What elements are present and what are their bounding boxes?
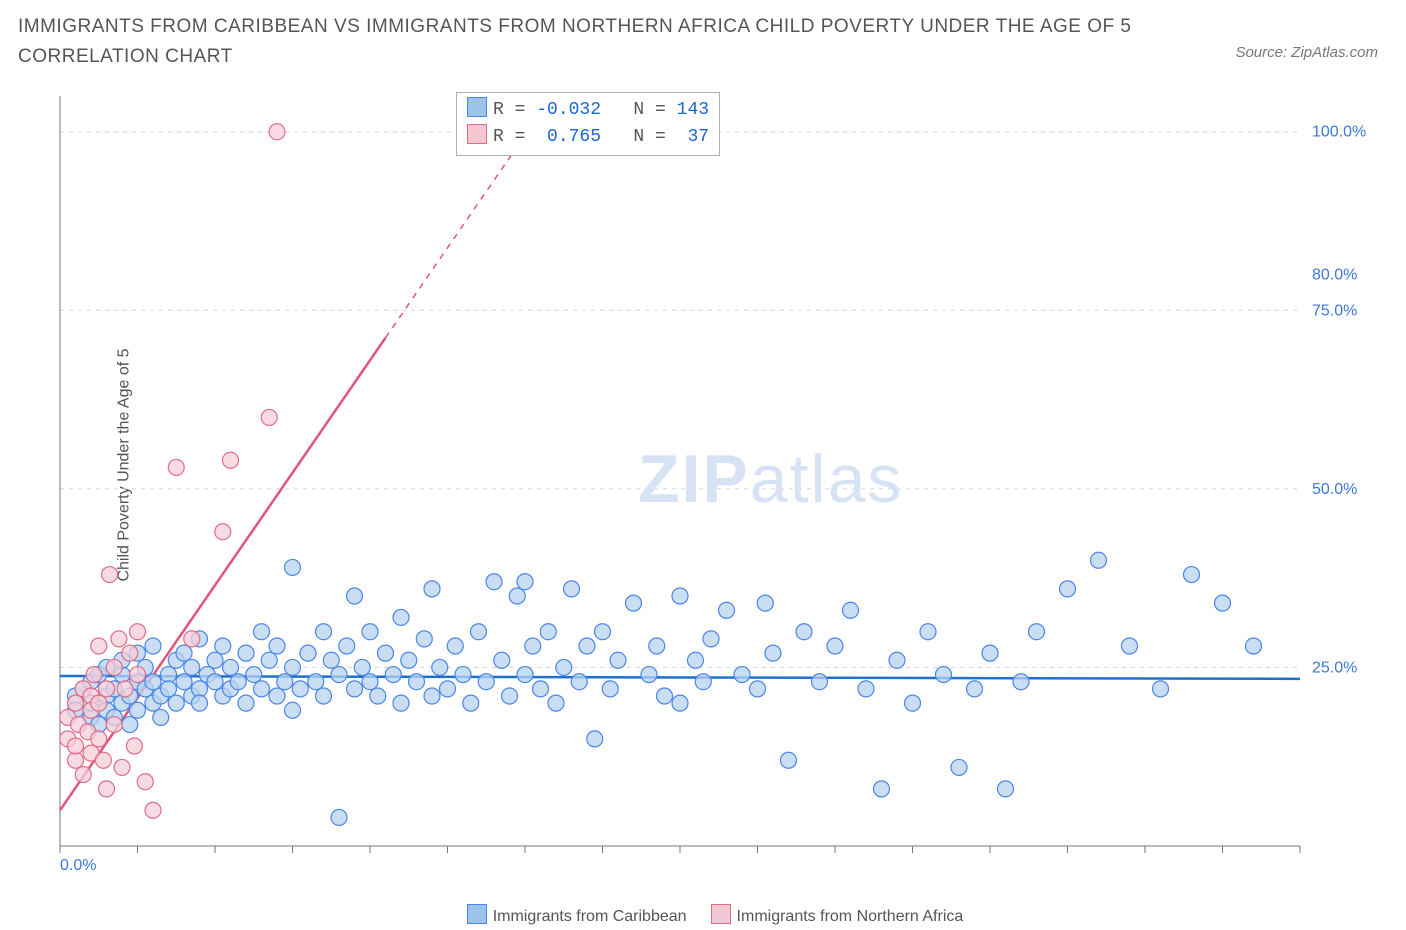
stats-legend-box: R = -0.032 N = 143 R = 0.765 N = 37: [456, 92, 720, 156]
legend-label: Immigrants from Northern Africa: [737, 908, 964, 925]
svg-text:75.0%: 75.0%: [1312, 302, 1357, 319]
source-credit: Source: ZipAtlas.com: [1235, 44, 1378, 61]
legend-swatch: [467, 904, 487, 924]
scatter-plot-svg: 0.0% 25.0% 50.0% 75.0% 80.0% 100.0%: [48, 90, 1368, 880]
legend-swatch: [711, 904, 731, 924]
chart-title: IMMIGRANTS FROM CARIBBEAN VS IMMIGRANTS …: [18, 12, 1186, 73]
legend-bottom: Immigrants from Caribbean Immigrants from…: [0, 904, 1406, 926]
svg-text:100.0%: 100.0%: [1312, 124, 1366, 141]
stats-row: R = 0.765 N = 37: [467, 124, 709, 151]
plot-area: 0.0%25.0%50.0%75.0%80.0%100.0% ZIPatlas …: [48, 90, 1368, 880]
legend-swatch: [467, 97, 487, 117]
legend-label: Immigrants from Caribbean: [493, 908, 687, 925]
stats-text: R = -0.032 N = 143: [493, 100, 709, 120]
svg-text:50.0%: 50.0%: [1312, 481, 1357, 498]
stats-text: R = 0.765 N = 37: [493, 127, 709, 147]
svg-text:25.0%: 25.0%: [1312, 659, 1357, 676]
svg-text:0.0%: 0.0%: [60, 857, 96, 874]
svg-text:80.0%: 80.0%: [1312, 267, 1357, 284]
legend-swatch: [467, 124, 487, 144]
stats-row: R = -0.032 N = 143: [467, 97, 709, 124]
